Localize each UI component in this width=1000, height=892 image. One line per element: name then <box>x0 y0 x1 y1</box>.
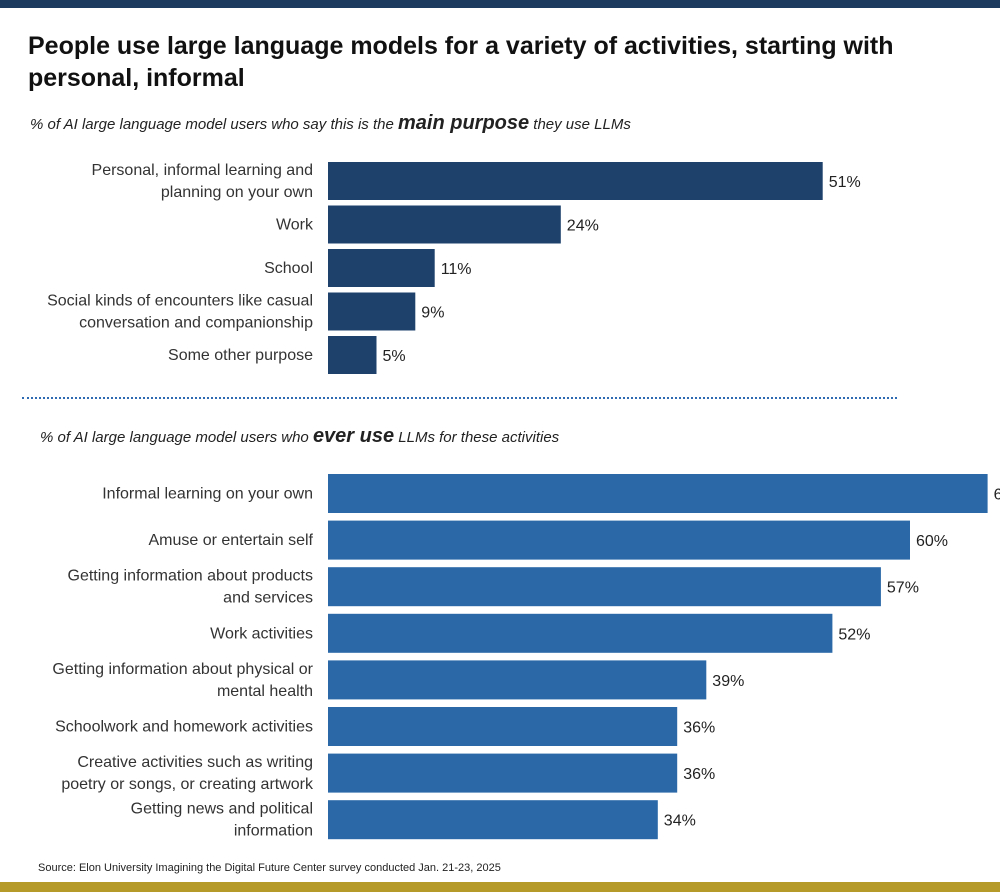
bar-5 <box>328 336 377 374</box>
bar-5 <box>328 660 707 700</box>
value-label-4: 52% <box>838 626 870 643</box>
subtitle-ever-use: % of AI large language model users who e… <box>40 425 559 448</box>
value-label-1: 51% <box>829 174 861 191</box>
category-label-6: Schoolwork and homework activities <box>55 719 313 736</box>
value-label-6: 36% <box>683 720 715 737</box>
value-label-5: 39% <box>712 673 744 690</box>
category-label-2: Work <box>276 217 314 234</box>
value-label-8: 34% <box>664 813 696 830</box>
category-label-3-line-1: Getting information about products <box>68 568 313 585</box>
subtitle-ever-after: LLMs for these activities <box>394 429 560 446</box>
bottom-accent-bar <box>0 882 1000 892</box>
section-divider <box>22 397 897 399</box>
category-label-8-line-2: information <box>234 823 313 840</box>
bar-4 <box>328 613 833 653</box>
bar-1 <box>328 474 988 513</box>
category-label-4: Work activities <box>210 625 313 642</box>
category-label-5: Some other purpose <box>168 347 313 364</box>
bar-2 <box>328 520 910 560</box>
subtitle-main-purpose: % of AI large language model users who s… <box>30 112 631 135</box>
value-label-1: 68% <box>994 487 1000 504</box>
category-label-5-line-1: Getting information about physical or <box>52 661 313 678</box>
bar-3 <box>328 249 435 287</box>
value-label-7: 36% <box>683 766 715 783</box>
bar-1 <box>328 162 823 200</box>
value-label-4: 9% <box>421 305 444 322</box>
subtitle-ever-emphasis: ever use <box>312 425 395 447</box>
value-label-3: 11% <box>441 261 472 278</box>
category-label-3: School <box>264 260 313 277</box>
bar-3 <box>328 567 881 607</box>
value-label-2: 24% <box>567 218 599 235</box>
bar-2 <box>328 205 561 244</box>
bar-6 <box>328 707 678 746</box>
value-label-5: 5% <box>383 348 406 365</box>
value-label-3: 57% <box>887 580 919 597</box>
category-label-7-line-2: poetry or songs, or creating artwork <box>61 776 314 793</box>
top-accent-bar <box>0 0 1000 8</box>
category-label-1-line-1: Personal, informal learning and <box>92 162 313 179</box>
chart-ever-use: 68% Informal learning on your own 60% Amuse… <box>52 474 1000 840</box>
chart-main-purpose: 51% Personal, informal learning and planni… <box>47 162 861 374</box>
category-label-4-line-2: conversation and companionship <box>79 315 313 332</box>
category-label-5-line-2: mental health <box>217 683 313 700</box>
subtitle-main-after: they use LLMs <box>529 116 631 133</box>
category-label-4-line-1: Social kinds of encounters like casual <box>47 293 313 310</box>
category-label-8-line-1: Getting news and political <box>131 801 313 818</box>
value-label-2: 60% <box>916 533 948 550</box>
subtitle-main-before: % of AI large language model users who s… <box>30 116 398 133</box>
bar-8 <box>328 800 658 840</box>
subtitle-main-emphasis: main purpose <box>397 112 530 134</box>
category-label-7-line-1: Creative activities such as writing <box>77 754 313 771</box>
category-label-3-line-2: and services <box>223 590 313 607</box>
bar-4 <box>328 292 416 331</box>
category-label-1: Informal learning on your own <box>102 486 313 503</box>
bar-7 <box>328 753 678 793</box>
chart-title: People use large language models for a v… <box>28 32 894 92</box>
category-label-1-line-2: planning on your own <box>161 184 313 201</box>
subtitle-ever-before: % of AI large language model users who <box>40 429 313 446</box>
category-label-2: Amuse or entertain self <box>148 532 313 549</box>
source-note: Source: Elon University Imagining the Di… <box>38 862 501 874</box>
